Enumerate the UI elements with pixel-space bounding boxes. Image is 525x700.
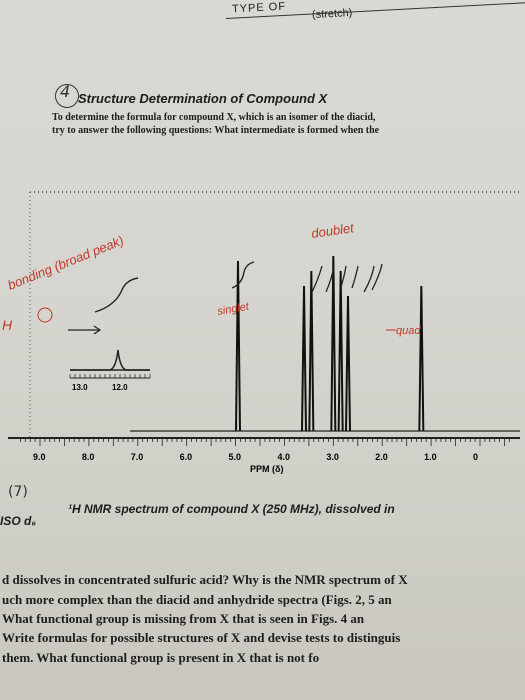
caption-number: (7) xyxy=(8,484,28,500)
section-title: Structure Determination of Compound X xyxy=(78,91,328,106)
peak xyxy=(301,285,307,432)
figure-caption: ¹H NMR spectrum of compound X (250 MHz),… xyxy=(68,502,395,516)
x-axis-label: PPM (δ) xyxy=(250,464,283,474)
inset: 13.0 12.0 xyxy=(69,349,151,392)
inset-tick-13: 13.0 xyxy=(72,383,88,392)
peak xyxy=(330,255,337,432)
bonding-annotation: bonding (broad peak) xyxy=(6,233,126,293)
body-line-1: d dissolves in concentrated sulfuric aci… xyxy=(2,572,408,587)
doublet-annotation: doublet xyxy=(310,220,356,241)
inset-tick-12: 12.0 xyxy=(112,383,128,392)
integral-curves-quad xyxy=(363,263,383,293)
x-tick-label: 0 xyxy=(473,452,478,462)
question-line-2: try to answer the following questions: W… xyxy=(52,125,380,136)
x-axis-minor-ticks xyxy=(20,438,510,446)
arrow-head xyxy=(93,325,102,335)
x-tick-label: 5.0 xyxy=(229,452,242,462)
singlet-annotation: singlet xyxy=(216,300,250,318)
x-tick-label: 7.0 xyxy=(131,452,144,462)
nmr-spectrum: 9.0 8.0 7.0 6.0 5.0 4.0 3.0 2.0 1.0 0 PPM (δ) 13.0… xyxy=(2,191,520,474)
peak xyxy=(418,285,425,432)
inset-broad-peak xyxy=(70,349,150,371)
x-tick-label: 4.0 xyxy=(277,452,290,462)
integral-curve-singlet xyxy=(231,261,255,289)
section-number: 4 xyxy=(60,82,71,101)
x-tick-label: 9.0 xyxy=(33,452,46,462)
x-tick-label: 8.0 xyxy=(82,452,95,462)
section-number-circle xyxy=(55,84,79,108)
x-axis-tick-labels: 9.0 8.0 7.0 6.0 5.0 4.0 3.0 2.0 1.0 0 PPM (δ) xyxy=(33,452,478,474)
body-line-5: them. What functional group is present i… xyxy=(2,650,320,665)
integral-curves-multiplet xyxy=(311,265,359,293)
x-tick-label: 2.0 xyxy=(375,452,388,462)
x-tick-label: 3.0 xyxy=(326,452,339,462)
h-mark: H xyxy=(2,317,13,333)
body-line-4: Write formulas for possible structures o… xyxy=(2,630,401,645)
peak xyxy=(345,295,351,432)
quad-annotation: quad xyxy=(396,325,421,337)
integral-curve-inset xyxy=(94,277,139,313)
x-tick-label: 1.0 xyxy=(424,452,437,462)
question-line-1: To determine the formula for compound X,… xyxy=(52,112,376,123)
peak xyxy=(235,260,241,432)
body-line-3: What functional group is missing from X … xyxy=(2,611,365,626)
peak xyxy=(337,270,344,432)
x-tick-label: 6.0 xyxy=(180,452,193,462)
peaks xyxy=(235,255,425,432)
inset-ticks xyxy=(69,374,151,378)
peak xyxy=(308,270,315,432)
circle-mark xyxy=(37,307,53,323)
body-line-2: uch more complex than the diacid and anh… xyxy=(2,592,392,607)
figure-caption-2: ISO d₆ xyxy=(0,514,37,528)
type-label: TYPE OF xyxy=(231,0,287,16)
